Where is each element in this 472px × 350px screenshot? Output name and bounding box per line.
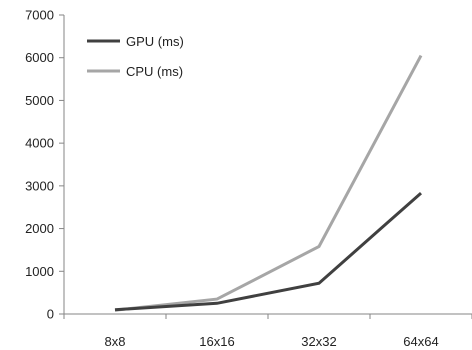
legend-label-gpu: GPU (ms) (126, 34, 184, 49)
x-tick-label: 64x64 (403, 334, 438, 349)
legend: GPU (ms) CPU (ms) (87, 34, 184, 79)
y-tick-label: 1000 (25, 264, 54, 279)
x-tick-label: 8x8 (105, 334, 126, 349)
x-tick-label: 32x32 (301, 334, 336, 349)
y-tick-label: 7000 (25, 8, 54, 23)
series-line-cpu (114, 54, 423, 312)
y-tick-label: 4000 (25, 136, 54, 151)
y-axis: 0 1000 2000 3000 4000 5000 6000 7000 (25, 8, 65, 322)
y-tick-label: 6000 (25, 50, 54, 65)
series-lines (114, 54, 423, 312)
y-tick-label: 0 (47, 307, 54, 322)
x-tick-label: 16x16 (199, 334, 234, 349)
y-tick-label: 3000 (25, 178, 54, 193)
y-tick-label: 5000 (25, 93, 54, 108)
series-line-gpu (114, 191, 422, 312)
x-axis: 8x8 16x16 32x32 64x64 (63, 313, 472, 349)
legend-label-cpu: CPU (ms) (126, 64, 183, 79)
y-tick-label: 2000 (25, 221, 54, 236)
